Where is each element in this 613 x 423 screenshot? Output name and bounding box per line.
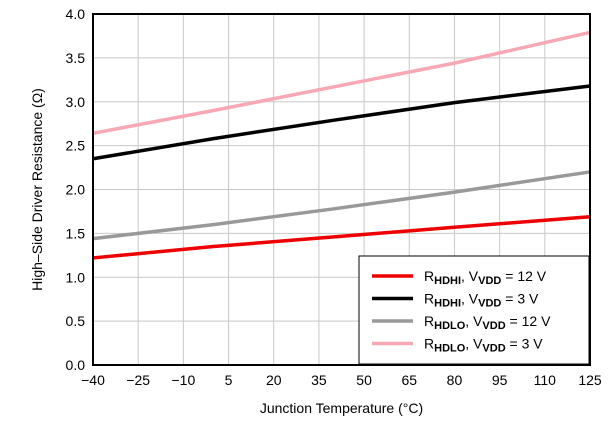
legend-entry: RHDHI, VVDD = 3 V [424, 291, 539, 310]
x-tick-label: 35 [311, 372, 327, 388]
x-tick-label: 5 [225, 372, 233, 388]
x-tick-label: 110 [534, 372, 557, 388]
y-tick-label: 1.0 [66, 269, 86, 285]
y-tick-label: 3.0 [66, 94, 86, 110]
x-tick-label: 95 [492, 372, 508, 388]
series-line [92, 214, 591, 260]
y-tick-label: 4.0 [66, 6, 86, 22]
plot-frame [92, 13, 591, 366]
y-tick-label: 3.5 [66, 50, 86, 66]
series-line [92, 170, 591, 241]
x-tick-label: 80 [447, 372, 463, 388]
series-lines [92, 30, 591, 260]
legend-entry: RHDHI, VVDD = 12 V [424, 268, 547, 287]
y-axis-ticks: 0.0 0.5 1.0 1.5 2.0 2.5 3.0 3.5 4.0 [66, 6, 86, 373]
grid-lines [93, 14, 590, 365]
x-tick-label: −40 [81, 372, 105, 388]
x-tick-label: 65 [401, 372, 417, 388]
x-tick-label: 20 [266, 372, 282, 388]
series-line [92, 84, 591, 161]
y-tick-label: 0.5 [66, 313, 86, 329]
y-tick-label: 2.0 [66, 182, 86, 198]
x-axis-ticks: −40 −25 −10 5 20 35 50 65 80 95 110 125 [81, 372, 602, 388]
legend-entry: RHDLO, VVDD = 12 V [424, 313, 551, 332]
series-line [92, 30, 591, 136]
legend-entry: RHDLO, VVDD = 3 V [424, 336, 543, 355]
y-axis-title: High–Side Driver Resistance (Ω) [29, 88, 45, 291]
y-tick-label: 1.5 [66, 225, 86, 241]
legend: RHDHI, VVDD = 12 V RHDHI, VVDD = 3 V RHDLO… [358, 255, 590, 365]
x-tick-label: 50 [356, 372, 372, 388]
x-axis-title: Junction Temperature (°C) [260, 400, 423, 416]
x-tick-label: −10 [171, 372, 195, 388]
y-tick-label: 0.0 [66, 357, 86, 373]
x-tick-label: −25 [126, 372, 150, 388]
legend-box [358, 255, 590, 365]
x-tick-label: 125 [578, 372, 602, 388]
y-tick-label: 2.5 [66, 138, 86, 154]
